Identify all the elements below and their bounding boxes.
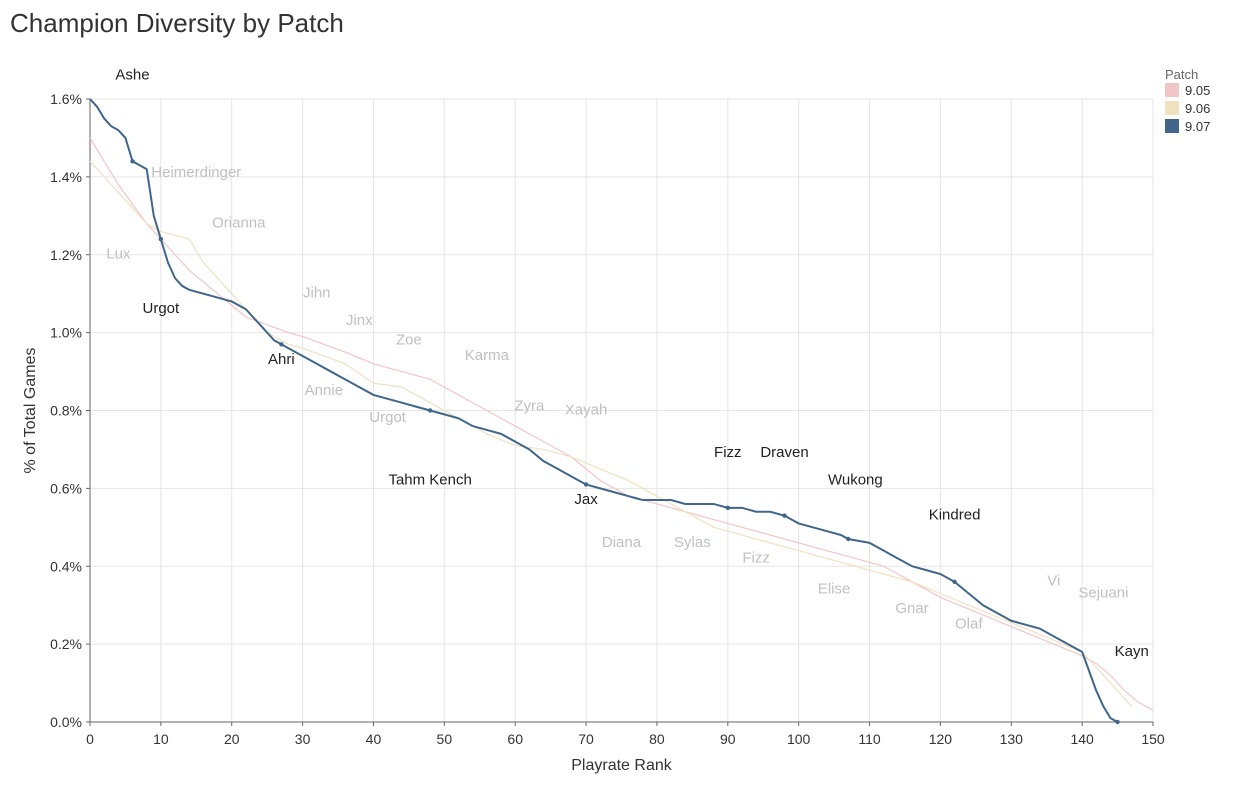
x-tick-label: 0	[86, 731, 94, 747]
x-tick-label: 40	[366, 731, 382, 747]
series-point	[584, 482, 588, 486]
x-tick-label: 140	[1070, 731, 1094, 747]
annotation-bg: Vi	[1047, 573, 1060, 590]
legend-swatch	[1165, 101, 1179, 115]
x-tick-label: 100	[787, 731, 811, 747]
legend-label: 9.06	[1185, 101, 1210, 116]
x-tick-label: 20	[224, 731, 240, 747]
annotation-bg: Fizz	[742, 549, 770, 566]
y-tick-label: 0.6%	[50, 480, 82, 496]
annotation-bg: Gnar	[895, 600, 928, 617]
x-tick-label: 110	[858, 731, 881, 747]
annotation-bg: Orianna	[212, 214, 266, 231]
legend-swatch	[1165, 83, 1179, 97]
annotation-fg: Ashe	[115, 67, 149, 84]
annotation-fg: Wukong	[828, 471, 883, 488]
series-point	[846, 537, 850, 541]
annotation-bg: Xayah	[565, 401, 608, 418]
annotation-bg: Lux	[106, 246, 131, 263]
annotation-bg: Sylas	[674, 534, 711, 551]
chart-title: Champion Diversity by Patch	[0, 0, 1253, 39]
x-tick-label: 10	[153, 731, 169, 747]
legend-title: Patch	[1165, 67, 1198, 82]
x-tick-label: 120	[929, 731, 953, 747]
series-point	[130, 159, 134, 163]
x-tick-label: 80	[649, 731, 665, 747]
series-point	[1115, 720, 1119, 724]
annotation-bg: Diana	[602, 534, 642, 551]
annotation-bg: Sejuani	[1078, 584, 1128, 601]
annotation-fg: Kayn	[1115, 643, 1149, 660]
y-axis-label: % of Total Games	[22, 348, 39, 474]
x-tick-label: 90	[720, 731, 736, 747]
series-point	[279, 342, 283, 346]
y-tick-label: 0.0%	[50, 714, 82, 730]
annotation-bg: Jihn	[303, 285, 331, 302]
annotation-bg: Jinx	[346, 312, 373, 329]
legend-swatch	[1165, 119, 1179, 133]
axes: 0.0% 0.2% 0.4% 0.6% 0.8% 1.0% 1.2% 1.4% 1.6% 0 10 2…	[50, 91, 1165, 747]
y-tick-label: 0.4%	[50, 558, 82, 574]
annotation-fg: Urgot	[143, 300, 181, 317]
x-tick-label: 70	[578, 731, 594, 747]
annotation-bg: Urgot	[369, 409, 407, 426]
annotation-bg: Elise	[818, 581, 851, 598]
annotation-fg: Ahri	[268, 351, 295, 368]
legend: Patch9.05 9.06 9.07	[1165, 67, 1210, 134]
gridlines	[90, 99, 1153, 722]
y-tick-label: 0.8%	[50, 403, 82, 419]
annotation-fg: Kindred	[929, 507, 981, 524]
y-tick-label: 1.0%	[50, 325, 82, 341]
x-tick-label: 150	[1141, 731, 1165, 747]
annotation-fg: Fizz	[714, 444, 742, 461]
annotation-bg: Olaf	[955, 616, 983, 633]
x-tick-label: 60	[507, 731, 523, 747]
annotation-bg: Karma	[465, 347, 510, 364]
x-tick-label: 30	[295, 731, 311, 747]
y-tick-label: 1.2%	[50, 247, 82, 263]
y-tick-label: 0.2%	[50, 636, 82, 652]
annotations: Heimerdinger Lux Orianna Jihn Jinx Zoe Karma An…	[106, 67, 1149, 660]
series-point	[726, 506, 730, 510]
annotation-bg: Annie	[305, 382, 343, 399]
y-tick-label: 1.6%	[50, 91, 82, 107]
legend-label: 9.05	[1185, 83, 1210, 98]
annotation-fg: Draven	[760, 444, 808, 461]
x-axis-label: Playrate Rank	[571, 757, 672, 774]
legend-label: 9.07	[1185, 119, 1210, 134]
x-tick-label: 130	[1000, 731, 1024, 747]
series-point	[782, 513, 786, 517]
y-tick-label: 1.4%	[50, 169, 82, 185]
annotation-fg: Tahm Kench	[388, 471, 471, 488]
annotation-bg: Heimerdinger	[151, 164, 241, 181]
annotation-fg: Jax	[574, 491, 598, 508]
annotation-bg: Zoe	[396, 331, 422, 348]
x-tick-label: 50	[437, 731, 453, 747]
series-group	[90, 99, 1153, 724]
annotation-bg: Zyra	[514, 398, 545, 415]
series-point	[428, 408, 432, 412]
series-point	[159, 237, 163, 241]
series-point	[952, 580, 956, 584]
chart-svg: 0.0% 0.2% 0.4% 0.6% 0.8% 1.0% 1.2% 1.4% 1.6% 0 10 2…	[0, 39, 1253, 792]
